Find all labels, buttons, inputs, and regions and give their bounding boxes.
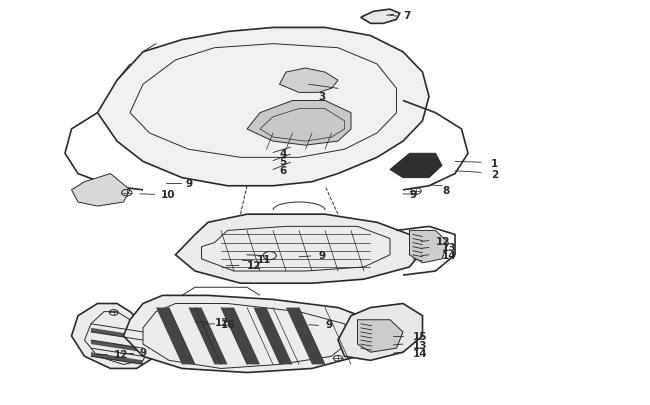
Text: 12: 12 — [247, 260, 261, 270]
Text: 3: 3 — [318, 92, 326, 102]
Polygon shape — [91, 340, 143, 352]
Text: 7: 7 — [403, 11, 410, 21]
Text: 4: 4 — [280, 149, 287, 159]
Polygon shape — [247, 101, 351, 146]
Text: 12: 12 — [214, 317, 229, 327]
Text: 12: 12 — [114, 350, 128, 359]
Text: 16: 16 — [221, 319, 235, 329]
Text: 9: 9 — [140, 347, 147, 357]
Text: 6: 6 — [280, 166, 287, 176]
Text: 9: 9 — [318, 250, 326, 260]
Text: 1: 1 — [491, 159, 498, 169]
Polygon shape — [72, 174, 130, 207]
Polygon shape — [91, 328, 143, 340]
Text: 13: 13 — [442, 243, 456, 253]
Text: 9: 9 — [325, 319, 332, 329]
Polygon shape — [254, 308, 292, 364]
Polygon shape — [358, 320, 403, 352]
Text: 8: 8 — [442, 185, 449, 195]
Polygon shape — [286, 308, 325, 364]
Polygon shape — [280, 69, 338, 93]
Polygon shape — [410, 231, 448, 263]
Polygon shape — [72, 304, 162, 369]
Text: 9: 9 — [185, 178, 192, 188]
Polygon shape — [188, 308, 228, 364]
Polygon shape — [361, 10, 400, 24]
Text: 11: 11 — [257, 254, 271, 264]
Text: 14: 14 — [413, 348, 428, 358]
Text: 9: 9 — [410, 190, 417, 199]
Polygon shape — [390, 154, 442, 178]
Polygon shape — [338, 304, 422, 360]
Text: 10: 10 — [161, 190, 176, 199]
Polygon shape — [156, 308, 195, 364]
Text: 15: 15 — [413, 331, 427, 341]
Text: 5: 5 — [280, 157, 287, 167]
Polygon shape — [176, 215, 422, 284]
Polygon shape — [124, 296, 377, 373]
Text: 2: 2 — [491, 169, 498, 179]
Polygon shape — [98, 28, 429, 186]
Polygon shape — [91, 352, 143, 365]
Text: 13: 13 — [413, 340, 427, 350]
Text: 12: 12 — [436, 236, 450, 246]
Polygon shape — [221, 308, 260, 364]
Text: 14: 14 — [442, 250, 457, 260]
